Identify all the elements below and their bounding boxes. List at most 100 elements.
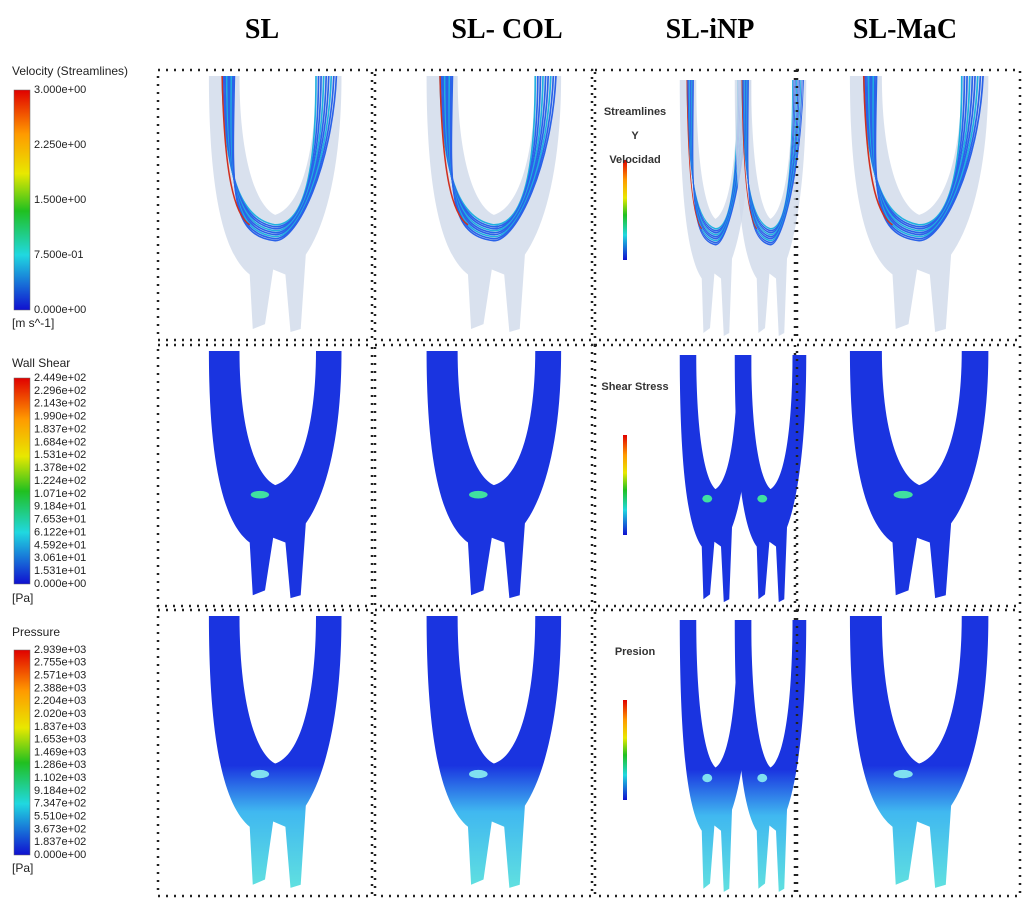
vessel-wall bbox=[208, 76, 342, 333]
legend-tick: 2.204e+03 bbox=[34, 695, 86, 707]
legend-tick: 1.531e+01 bbox=[34, 565, 86, 577]
legend-tick: 2.755e+03 bbox=[34, 657, 86, 669]
legend-tick: 1.531e+02 bbox=[34, 449, 86, 461]
color-bar bbox=[13, 89, 31, 311]
legend-tick: 1.990e+02 bbox=[34, 411, 86, 423]
vessel-wall bbox=[679, 620, 752, 892]
inp-label: Streamlines bbox=[604, 106, 666, 118]
hotspot bbox=[469, 769, 488, 779]
streamline bbox=[221, 75, 251, 226]
vessel bbox=[208, 75, 342, 333]
legend-tick: 2.020e+03 bbox=[34, 708, 86, 720]
legend-tick: 2.449e+02 bbox=[34, 372, 86, 384]
panel-border bbox=[156, 343, 374, 608]
hotspot bbox=[250, 490, 270, 499]
panel-border bbox=[156, 608, 374, 898]
panel-border bbox=[156, 68, 374, 342]
vessel bbox=[734, 355, 807, 603]
legend-tick: 1.837e+02 bbox=[34, 836, 86, 848]
streamline bbox=[741, 79, 757, 230]
hotspot bbox=[893, 769, 913, 779]
legend-tick: 1.102e+03 bbox=[34, 772, 86, 784]
hotspot bbox=[250, 769, 270, 779]
legend-tick: 0.000e+00 bbox=[34, 849, 86, 861]
legend-tick: 0.000e+00 bbox=[34, 304, 86, 316]
vessel bbox=[849, 616, 989, 888]
mini-color-bar bbox=[623, 160, 627, 260]
legend-tick: 2.250e+00 bbox=[34, 139, 86, 151]
vessel-wall bbox=[426, 76, 562, 333]
vessel bbox=[208, 351, 342, 599]
legend-tick: 1.071e+02 bbox=[34, 488, 86, 500]
legend-tick: 2.143e+02 bbox=[34, 398, 86, 410]
legend-tick: 1.653e+03 bbox=[34, 734, 86, 746]
panel-border bbox=[373, 608, 594, 898]
streamline bbox=[862, 75, 893, 226]
legend-tick: 2.388e+03 bbox=[34, 682, 86, 694]
hotspot bbox=[702, 773, 713, 783]
column-header: SL- COL bbox=[451, 14, 562, 45]
vessel-wall bbox=[426, 351, 562, 599]
panel-border bbox=[373, 68, 594, 342]
inp-label: Velocidad bbox=[609, 154, 660, 166]
panel-border bbox=[593, 608, 797, 898]
vessel-wall bbox=[208, 616, 342, 888]
streamline bbox=[439, 75, 469, 226]
vessel bbox=[426, 616, 562, 888]
legend-unit: [m s^-1] bbox=[12, 316, 54, 330]
streamline bbox=[686, 79, 702, 230]
vessel-wall bbox=[426, 616, 562, 888]
column-header: SL-MaC bbox=[853, 14, 957, 45]
panel-border bbox=[593, 343, 797, 608]
legend-tick: 9.184e+01 bbox=[34, 501, 86, 513]
vessel bbox=[679, 355, 752, 603]
legend-title: Velocity (Streamlines) bbox=[12, 64, 128, 78]
column-header: SL-iNP bbox=[666, 14, 755, 45]
panel-border bbox=[373, 343, 594, 608]
panel-border bbox=[593, 68, 797, 342]
vessel bbox=[849, 351, 989, 599]
legend-tick: 3.061e+01 bbox=[34, 552, 86, 564]
streamline bbox=[232, 75, 338, 242]
inp-label: Y bbox=[631, 130, 639, 142]
hotspot bbox=[757, 773, 768, 783]
legend-tick: 2.296e+02 bbox=[34, 385, 86, 397]
legend-title: Pressure bbox=[12, 625, 60, 639]
legend-tick: 1.684e+02 bbox=[34, 436, 86, 448]
legend-tick: 9.184e+02 bbox=[34, 785, 86, 797]
vessel-wall bbox=[679, 355, 752, 603]
vessel bbox=[734, 79, 807, 337]
mini-color-bar bbox=[623, 700, 627, 800]
legend-tick: 7.500e-01 bbox=[34, 249, 84, 261]
legend-tick: 1.469e+03 bbox=[34, 746, 86, 758]
hotspot bbox=[757, 494, 768, 503]
legend-tick: 0.000e+00 bbox=[34, 578, 86, 590]
column-header: SL bbox=[245, 14, 279, 45]
vessel-wall bbox=[679, 80, 752, 337]
vessel bbox=[679, 620, 752, 892]
panel-border bbox=[795, 343, 1022, 608]
vessel bbox=[208, 616, 342, 888]
inp-label: Presion bbox=[615, 646, 656, 658]
legend-tick: 1.286e+03 bbox=[34, 759, 86, 771]
legend-tick: 3.673e+02 bbox=[34, 823, 86, 835]
legend-tick: 2.939e+03 bbox=[34, 644, 86, 656]
vessel-wall bbox=[849, 76, 989, 333]
hotspot bbox=[469, 490, 488, 499]
vessel-wall bbox=[734, 355, 807, 603]
hotspot bbox=[893, 490, 913, 499]
vessel-wall bbox=[734, 620, 807, 892]
legend-tick: 1.837e+02 bbox=[34, 423, 86, 435]
vessel-wall bbox=[734, 80, 807, 337]
legend-title: Wall Shear bbox=[12, 356, 70, 370]
vessel-wall bbox=[849, 351, 989, 599]
vessel bbox=[734, 620, 807, 892]
legend-tick: 1.378e+02 bbox=[34, 462, 86, 474]
legend-tick: 6.122e+01 bbox=[34, 526, 86, 538]
legend-tick: 4.592e+01 bbox=[34, 539, 86, 551]
streamline bbox=[450, 75, 557, 242]
vessel-wall bbox=[208, 351, 342, 599]
legend-tick: 7.653e+01 bbox=[34, 514, 86, 526]
